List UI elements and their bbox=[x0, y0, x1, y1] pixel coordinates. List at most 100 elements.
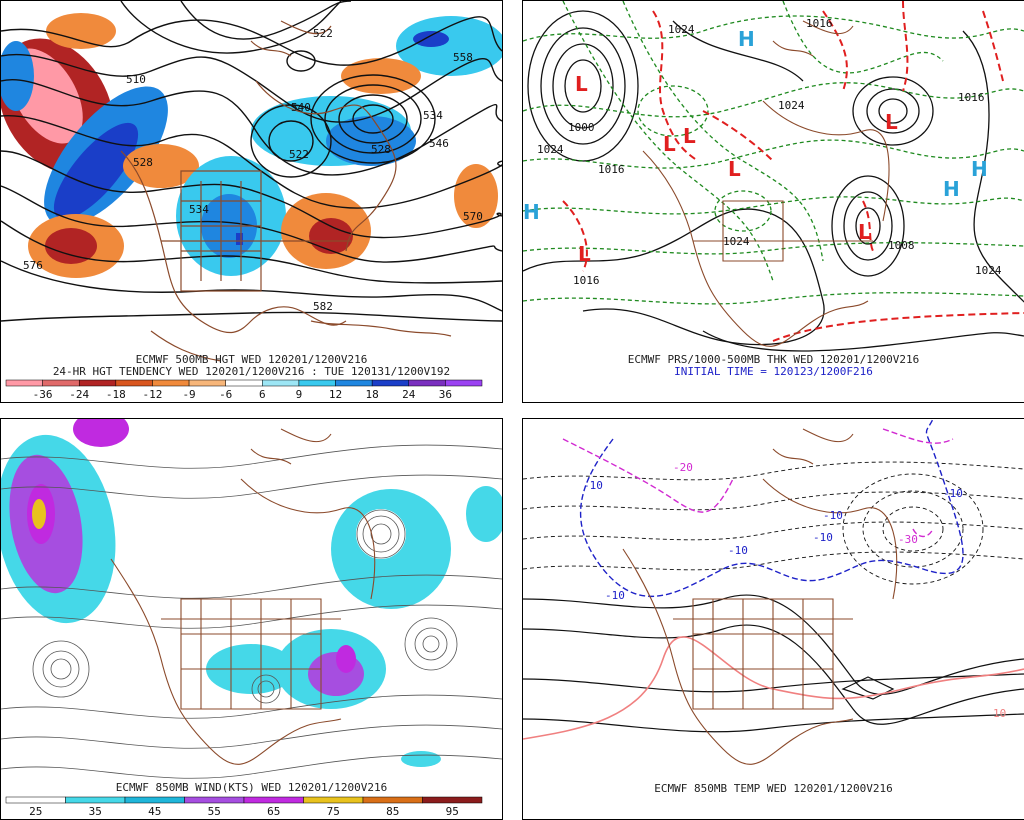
colorbar-label: 6 bbox=[259, 388, 266, 401]
panel4-title: ECMWF 850MB TEMP WED 120201/1200V216 bbox=[654, 782, 893, 795]
contour-label: 540 bbox=[291, 101, 311, 114]
colorbar-label: -9 bbox=[182, 388, 195, 401]
pressure-label: 1024 bbox=[723, 235, 750, 248]
isotherm-label: -20 bbox=[673, 461, 693, 474]
map-850mb-wind bbox=[1, 419, 502, 779]
colorbar-label: -36 bbox=[33, 388, 53, 401]
panel1-title: ECMWF 500MB HGT WED 120201/1200V216 bbox=[135, 353, 368, 366]
panel2-initial-time: INITIAL TIME = 120123/1200F216 bbox=[674, 365, 873, 378]
thickness-contours bbox=[523, 1, 1024, 305]
plus10-isotherm bbox=[523, 636, 1024, 740]
warm-isotherms bbox=[523, 594, 1024, 733]
colorbar-swatch bbox=[262, 379, 300, 387]
colorbar-label: 55 bbox=[208, 805, 221, 818]
colorbar-swatch bbox=[152, 379, 190, 387]
high-center-marker: H bbox=[971, 157, 988, 181]
colorbar-tendency: -36 -24 -18 -12 -9 -6 6 9 12 18 24 36 bbox=[5, 379, 483, 401]
colorbar-swatch bbox=[298, 379, 336, 387]
pressure-label: 1024 bbox=[537, 143, 564, 156]
colorbar-wind-speed: 25 35 45 55 65 75 85 95 bbox=[5, 796, 483, 818]
high-center-marker: H bbox=[943, 177, 960, 201]
low-center-marker: L bbox=[663, 132, 676, 156]
panel-500mb-height: 522 510 558 534 528 546 522 528 534 570 … bbox=[0, 0, 503, 403]
low-center-marker: L bbox=[728, 157, 741, 181]
height-contours bbox=[1, 1, 502, 322]
contour-label: 528 bbox=[371, 143, 391, 156]
isotherm-label: -10 bbox=[823, 509, 843, 522]
minus30-isotherm bbox=[562, 428, 954, 538]
colorbar-swatch bbox=[408, 379, 446, 387]
colorbar-swatch bbox=[335, 379, 373, 387]
contour-label: 570 bbox=[463, 210, 483, 223]
colorbar-swatch bbox=[371, 379, 410, 387]
colorbar-label: 35 bbox=[89, 805, 102, 818]
colorbar-label: 45 bbox=[148, 805, 161, 818]
high-center-marker: H bbox=[523, 200, 540, 224]
pressure-label: 1016 bbox=[806, 17, 833, 30]
colorbar-label: -12 bbox=[143, 388, 163, 401]
panel-850mb-temperature: -10 -10 -10 -10 -10 -30 -20 -10 10 ECMWF… bbox=[522, 418, 1024, 820]
panel1-subtitle: 24-HR HGT TENDENCY WED 120201/1200V216 :… bbox=[52, 365, 451, 378]
colorbar-label: -6 bbox=[219, 388, 232, 401]
colorbar-swatch bbox=[42, 379, 80, 387]
map-pressure-thickness: 1024 1016 1000 1024 1016 1024 1016 1008 … bbox=[523, 1, 1024, 352]
contour-label: 528 bbox=[133, 156, 153, 169]
contour-label: 510 bbox=[126, 73, 146, 86]
colorbar-swatch bbox=[303, 796, 364, 804]
pressure-centers: L L L L L L L H H H H bbox=[523, 27, 988, 266]
colorbar-label: 85 bbox=[386, 805, 399, 818]
contour-labels: 522 510 558 534 528 546 522 528 534 570 … bbox=[23, 27, 483, 313]
red-contours bbox=[562, 1, 1024, 342]
colorbar-label: 24 bbox=[402, 388, 416, 401]
panel-sea-level-pressure-thickness: 1024 1016 1000 1024 1016 1024 1016 1008 … bbox=[522, 0, 1024, 403]
high-center-marker: H bbox=[738, 27, 755, 51]
colorbar-label: 18 bbox=[366, 388, 379, 401]
low-center-marker: L bbox=[885, 110, 898, 134]
colorbar-label: 36 bbox=[439, 388, 452, 401]
low-center-marker: L bbox=[575, 72, 588, 96]
isotherm-label: 10 bbox=[993, 707, 1006, 720]
panel2-title: ECMWF PRS/1000-500MB THK WED 120201/1200… bbox=[627, 353, 920, 366]
contour-label: 534 bbox=[423, 109, 443, 122]
low-center-marker: L bbox=[858, 220, 871, 244]
pressure-label: 1024 bbox=[975, 264, 1002, 277]
low-center-marker: L bbox=[578, 242, 591, 266]
colorbar-swatch bbox=[78, 379, 117, 387]
contour-label: 582 bbox=[313, 300, 333, 313]
contour-label: 522 bbox=[313, 27, 333, 40]
map-850mb-temperature: -10 -10 -10 -10 -10 -30 -20 -10 10 bbox=[523, 419, 1024, 765]
colorbar-swatch bbox=[115, 379, 153, 387]
colorbar-swatch bbox=[184, 796, 245, 804]
colorbar-swatch bbox=[5, 379, 43, 387]
tendency-shading bbox=[1, 13, 502, 278]
isobars bbox=[523, 10, 1024, 352]
pressure-label: 1016 bbox=[958, 91, 985, 104]
pressure-label: 1000 bbox=[568, 121, 595, 134]
panel3-title: ECMWF 850MB WIND(KTS) WED 120201/1200V21… bbox=[115, 781, 388, 794]
low-center-marker: L bbox=[683, 124, 696, 148]
coastlines bbox=[642, 20, 890, 347]
isotherm-label: -30 bbox=[898, 533, 918, 546]
isotherm-label: -10 bbox=[605, 589, 625, 602]
colorbar-label: 12 bbox=[329, 388, 342, 401]
colorbar-swatch bbox=[188, 379, 226, 387]
colorbar-swatch bbox=[422, 796, 483, 804]
contour-label: 546 bbox=[429, 137, 449, 150]
isotherm-label: -10 bbox=[813, 531, 833, 544]
pressure-label: 1016 bbox=[598, 163, 625, 176]
colorbar-label: 9 bbox=[296, 388, 303, 401]
pressure-label: 1008 bbox=[888, 239, 915, 252]
colorbar-label: 75 bbox=[327, 805, 340, 818]
colorbar-swatch bbox=[362, 796, 423, 804]
colorbar-swatch bbox=[225, 379, 263, 387]
colorbar-label: 65 bbox=[267, 805, 280, 818]
colorbar-label: -24 bbox=[69, 388, 89, 401]
colorbar-swatch bbox=[445, 379, 483, 387]
panel-850mb-wind: ECMWF 850MB WIND(KTS) WED 120201/1200V21… bbox=[0, 418, 503, 820]
colorbar-swatch bbox=[65, 796, 126, 804]
contour-label: 576 bbox=[23, 259, 43, 272]
pressure-label: 1016 bbox=[573, 274, 600, 287]
colorbar-label: 95 bbox=[446, 805, 459, 818]
coastlines bbox=[622, 428, 898, 765]
colorbar-label: 25 bbox=[29, 805, 42, 818]
